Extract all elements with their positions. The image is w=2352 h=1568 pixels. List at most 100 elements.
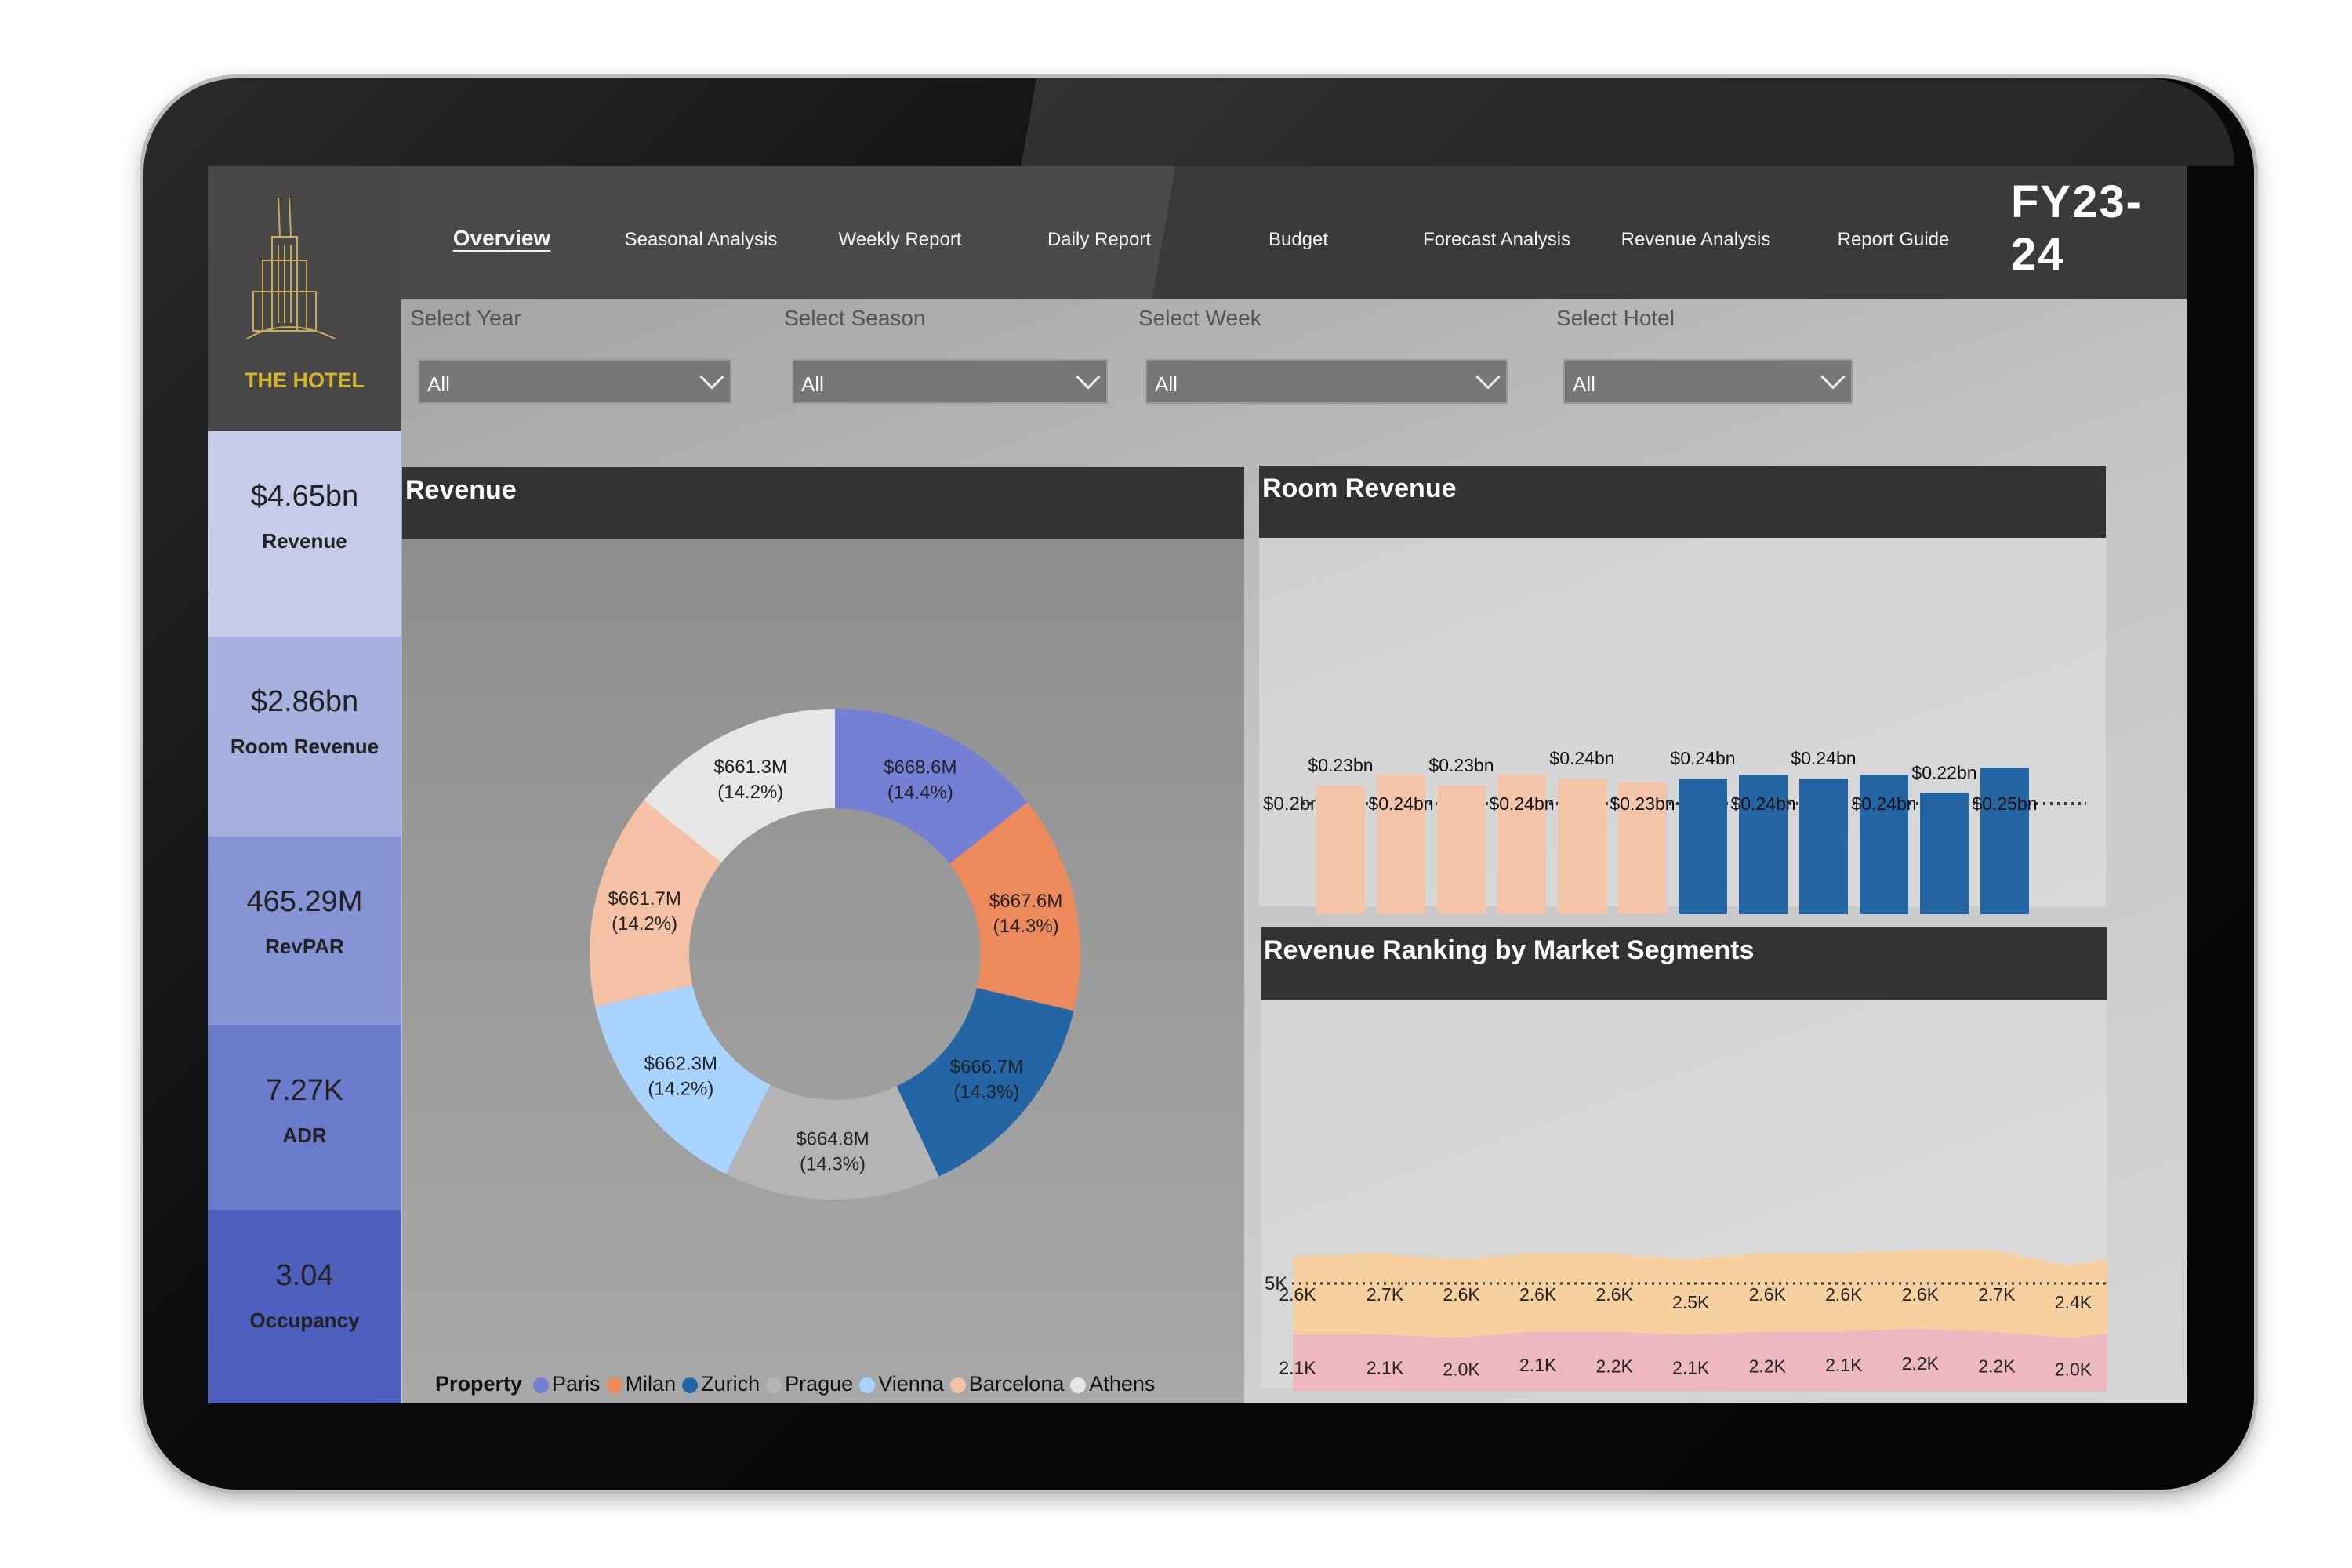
area-fit (1293, 1328, 2107, 1392)
room-revenue-bar-chart: $0.0bn$0.2bn$0.23bnApril$0.24bnMay$0.23b… (1263, 748, 2086, 914)
bar-value-label: $0.24bn (1851, 793, 1916, 814)
slice-percent-label: (14.4%) (887, 782, 953, 803)
segment-value-label: 2.1K (1672, 1358, 1710, 1378)
bar-value-label: $0.25bn (1972, 793, 2037, 814)
legend-item-vienna[interactable]: Vienna (859, 1372, 944, 1396)
slice-value-label: $661.3M (714, 757, 787, 778)
bar-february (1920, 793, 1969, 914)
nav-weekly-report[interactable]: Weekly Report (838, 229, 962, 250)
donut-slice-paris (835, 709, 1028, 864)
kpi-value: $4.65bn (250, 480, 359, 513)
bar-value-label: $0.24bn (1489, 793, 1554, 814)
legend-item-barcelona[interactable]: Barcelona (949, 1372, 1065, 1396)
bar-january (1860, 775, 1908, 914)
year-dropdown[interactable]: All (418, 359, 731, 404)
bar-july (1497, 775, 1546, 914)
segment-value-label: 2.6K (1749, 1284, 1787, 1305)
kpi-card-room-revenue: $2.86bn Room Revenue (208, 637, 401, 837)
legend-label: Zurich (701, 1372, 760, 1396)
bar-june (1437, 786, 1486, 914)
topbar-shade (1109, 166, 2187, 299)
bar-december (1799, 778, 1848, 914)
chevron-down-icon (1076, 365, 1101, 390)
nav-daily-report[interactable]: Daily Report (1047, 229, 1152, 250)
kpi-value: 7.27K (265, 1074, 344, 1107)
nav-overview[interactable]: Overview (452, 226, 551, 250)
nav-budget[interactable]: Budget (1268, 229, 1329, 250)
bar-value-label: $0.24bn (1791, 748, 1856, 768)
kpi-label: Room Revenue (230, 735, 379, 758)
legend-dot (682, 1377, 699, 1393)
legend-item-prague[interactable]: Prague (766, 1372, 853, 1396)
slice-value-label: $662.3M (644, 1054, 717, 1075)
legend-label: Athens (1089, 1372, 1156, 1396)
segment-value-label: 2.6K (1596, 1284, 1634, 1305)
revenue-donut-chart: $668.6M (14.4%) $667.6M (14.3%) $666.7M (14.3… (590, 709, 1080, 1200)
nav-seasonal-analysis[interactable]: Seasonal Analysis (624, 229, 778, 250)
revenue-panel (402, 539, 1244, 1403)
slice-value-label: $666.7M (950, 1057, 1023, 1078)
segment-value-label: 2.2K (1902, 1353, 1940, 1374)
bar-value-label: $0.23bn (1610, 793, 1675, 814)
filter-season-label: Select Season (784, 306, 926, 330)
legend-item-milan[interactable]: Milan (606, 1372, 676, 1396)
donut-slice-zurich (896, 988, 1074, 1177)
segment-value-label: 2.5K (1672, 1292, 1710, 1312)
bar-value-label: $0.24bn (1670, 748, 1735, 768)
chevron-down-icon (1820, 365, 1846, 390)
segment-value-label: 2.6K (1519, 1284, 1557, 1305)
slice-value-label: $668.6M (884, 757, 956, 778)
kpi-card-adr: 7.27K ADR (208, 1025, 401, 1210)
hotel-dropdown-value: All (1573, 372, 1595, 396)
legend-label: Vienna (878, 1372, 944, 1396)
kpi-card-revenue: $4.65bn Revenue (208, 431, 401, 637)
hotel-dropdown[interactable]: All (1563, 359, 1853, 404)
segment-value-label: 2.4K (2055, 1292, 2092, 1312)
kpi-label: RevPAR (265, 935, 344, 958)
segment-value-label: 2.6K (1902, 1284, 1940, 1305)
legend-dot (1070, 1377, 1087, 1393)
slice-percent-label: (14.3%) (953, 1082, 1019, 1103)
segment-value-label: 2.2K (1749, 1356, 1787, 1377)
legend-label: Paris (552, 1372, 601, 1396)
kpi-label: Occupancy (249, 1308, 360, 1332)
segment-value-label: 2.1K (1279, 1358, 1316, 1378)
logo-panel: THE HOTEL (208, 166, 401, 431)
property-legend: Property Paris Milan Zurich Prague Vienna Bar… (435, 1372, 1155, 1396)
kpi-card-revpar: 465.29M RevPAR (208, 837, 401, 1025)
slice-value-label: $661.7M (608, 888, 681, 909)
legend-dot (949, 1377, 966, 1393)
legend-dot (533, 1377, 550, 1393)
hotel-brand-name: THE HOTEL (245, 368, 365, 392)
chevron-down-icon (699, 365, 724, 390)
nav-report-guide[interactable]: Report Guide (1837, 229, 1950, 250)
market-segments-title: Revenue Ranking by Market Segments (1261, 927, 2107, 1000)
nav-forecast-analysis[interactable]: Forecast Analysis (1422, 229, 1571, 250)
kpi-label: Revenue (262, 529, 347, 553)
legend-dot (606, 1377, 622, 1393)
legend-dot (859, 1377, 876, 1393)
filter-week-label: Select Week (1138, 306, 1261, 330)
donut-slice-milan (949, 802, 1080, 1011)
slice-value-label: $667.6M (989, 891, 1062, 912)
hotel-building-logo-icon (245, 197, 337, 339)
legend-item-paris[interactable]: Paris (533, 1372, 601, 1396)
legend-label: Prague (785, 1372, 854, 1396)
slice-percent-label: (14.2%) (717, 782, 783, 803)
bar-august (1558, 778, 1606, 914)
area-business (1293, 1250, 2107, 1338)
week-dropdown[interactable]: All (1145, 359, 1508, 404)
bar-value-label: $0.23bn (1308, 755, 1373, 775)
legend-item-athens[interactable]: Athens (1070, 1372, 1155, 1396)
nav-revenue-analysis[interactable]: Revenue Analysis (1621, 229, 1771, 250)
revenue-panel-title: Revenue (402, 467, 1244, 539)
bar-value-label: $0.24bn (1368, 793, 1433, 814)
season-dropdown[interactable]: All (792, 359, 1108, 404)
bar-value-label: $0.24bn (1730, 793, 1795, 814)
donut-slice-vienna (595, 985, 771, 1174)
bar-may (1377, 775, 1425, 914)
legend-item-zurich[interactable]: Zurich (682, 1372, 760, 1396)
slice-percent-label: (14.3%) (800, 1153, 866, 1174)
segment-value-label: 2.2K (1596, 1356, 1634, 1377)
legend-label: Barcelona (968, 1372, 1065, 1396)
